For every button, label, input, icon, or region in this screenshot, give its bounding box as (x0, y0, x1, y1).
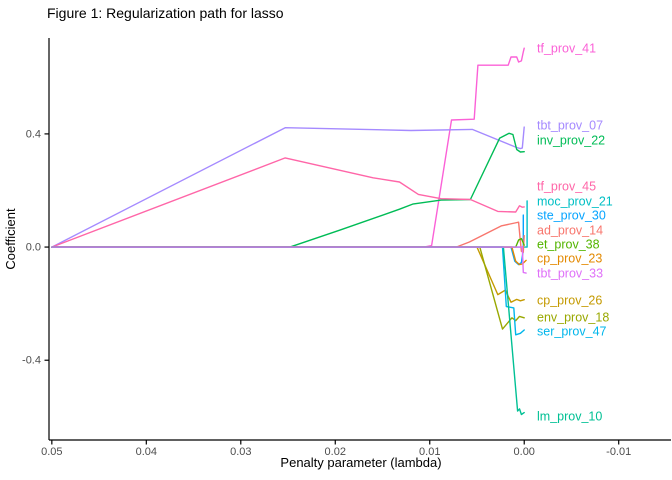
x-tick-label: 0.02 (325, 446, 346, 458)
series-label-env_prov_18: env_prov_18 (537, 310, 609, 324)
x-tick-label: -0.01 (606, 446, 631, 458)
x-tick-label: 0.05 (41, 446, 62, 458)
series-line-lm_prov_10 (51, 246, 525, 416)
y-axis-title: Coefficient (3, 208, 18, 270)
series-label-et_prov_38: et_prov_38 (537, 237, 600, 251)
series-line-cp_prov_23 (51, 246, 527, 266)
y-tick-label: 0.4 (26, 128, 41, 140)
series-line-tf_prov_41 (51, 47, 525, 248)
series-label-lm_prov_10: lm_prov_10 (537, 409, 602, 423)
series-label-tf_prov_41: tf_prov_41 (537, 42, 596, 56)
series-line-et_prov_38 (51, 237, 525, 248)
series-label-tbt_prov_33: tbt_prov_33 (537, 267, 603, 281)
series-line-tbt_prov_07 (51, 126, 525, 248)
series-line-tf_prov_45 (51, 157, 525, 248)
series-label-cp_prov_23: cp_prov_23 (537, 252, 602, 266)
x-tick-label: 0.00 (514, 446, 535, 458)
series-label-tf_prov_45: tf_prov_45 (537, 179, 596, 193)
series-line-cp_prov_26 (51, 246, 525, 303)
y-tick-label: 0.0 (26, 242, 41, 254)
series-label-ste_prov_30: ste_prov_30 (537, 209, 606, 223)
series-label-tbt_prov_07: tbt_prov_07 (537, 119, 603, 133)
series-line-moc_prov_21 (51, 200, 528, 248)
x-tick-label: 0.04 (136, 446, 157, 458)
series-label-cp_prov_26: cp_prov_26 (537, 293, 602, 307)
series-label-moc_prov_21: moc_prov_21 (537, 194, 613, 208)
x-tick-label: 0.01 (419, 446, 440, 458)
series-line-inv_prov_22 (51, 132, 525, 248)
series-label-ser_prov_47: ser_prov_47 (537, 325, 607, 339)
chart-title: Figure 1: Regularization path for lasso (47, 5, 284, 21)
x-tick-label: 0.03 (230, 446, 251, 458)
x-axis-title: Penalty parameter (lambda) (280, 455, 441, 470)
series-line-ser_prov_47 (51, 246, 525, 336)
series-line-tbt_prov_33 (51, 246, 527, 274)
series-line-env_prov_18 (51, 246, 525, 330)
series-line-ste_prov_30 (51, 214, 524, 266)
series-label-inv_prov_22: inv_prov_22 (537, 134, 605, 148)
series-label-ad_prov_14: ad_prov_14 (537, 224, 603, 238)
y-tick-label: -0.4 (22, 355, 41, 367)
